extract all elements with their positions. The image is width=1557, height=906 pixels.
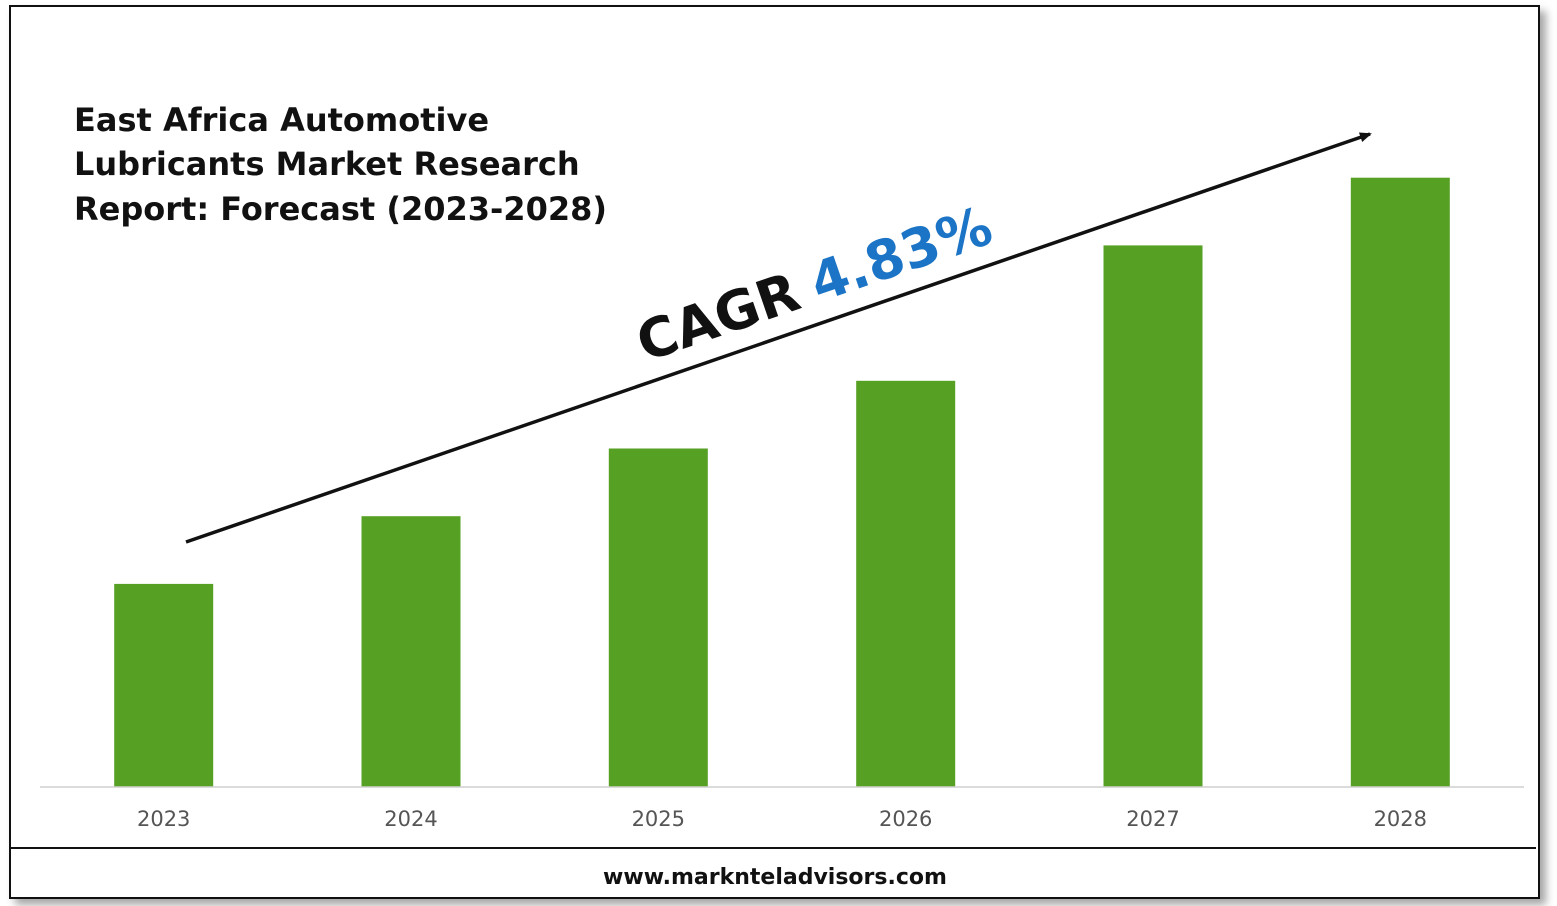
x-tick-label-2028: 2028 bbox=[1374, 807, 1427, 831]
chart-title-line-3: Report: Forecast (2023-2028) bbox=[74, 190, 607, 228]
cagr-annotation: CAGR4.83% bbox=[629, 194, 1000, 374]
chart-title-line-2: Lubricants Market Research bbox=[74, 145, 580, 183]
footer-url: www.marknteladvisors.com bbox=[603, 865, 947, 890]
bar-2024 bbox=[361, 516, 461, 787]
bar-2023 bbox=[114, 583, 214, 787]
x-tick-label-2024: 2024 bbox=[384, 807, 437, 831]
x-tick-label-2023: 2023 bbox=[137, 807, 190, 831]
x-tick-label-2027: 2027 bbox=[1126, 807, 1179, 831]
x-tick-label-2025: 2025 bbox=[632, 807, 685, 831]
bar-2025 bbox=[608, 448, 708, 787]
growth-arrow bbox=[185, 132, 1372, 544]
x-tick-label-2026: 2026 bbox=[879, 807, 932, 831]
bar-2028 bbox=[1350, 177, 1450, 787]
x-axis-ticks: 2023 2024 2025 2026 2027 2028 bbox=[137, 807, 1427, 831]
bar-2027 bbox=[1103, 245, 1203, 787]
bar-series bbox=[114, 177, 1450, 787]
chart-frame bbox=[9, 5, 1540, 899]
chart-title-line-1: East Africa Automotive bbox=[74, 101, 489, 139]
chart-title: East Africa Automotive Lubricants Market… bbox=[74, 101, 607, 228]
bar-2026 bbox=[856, 380, 956, 787]
